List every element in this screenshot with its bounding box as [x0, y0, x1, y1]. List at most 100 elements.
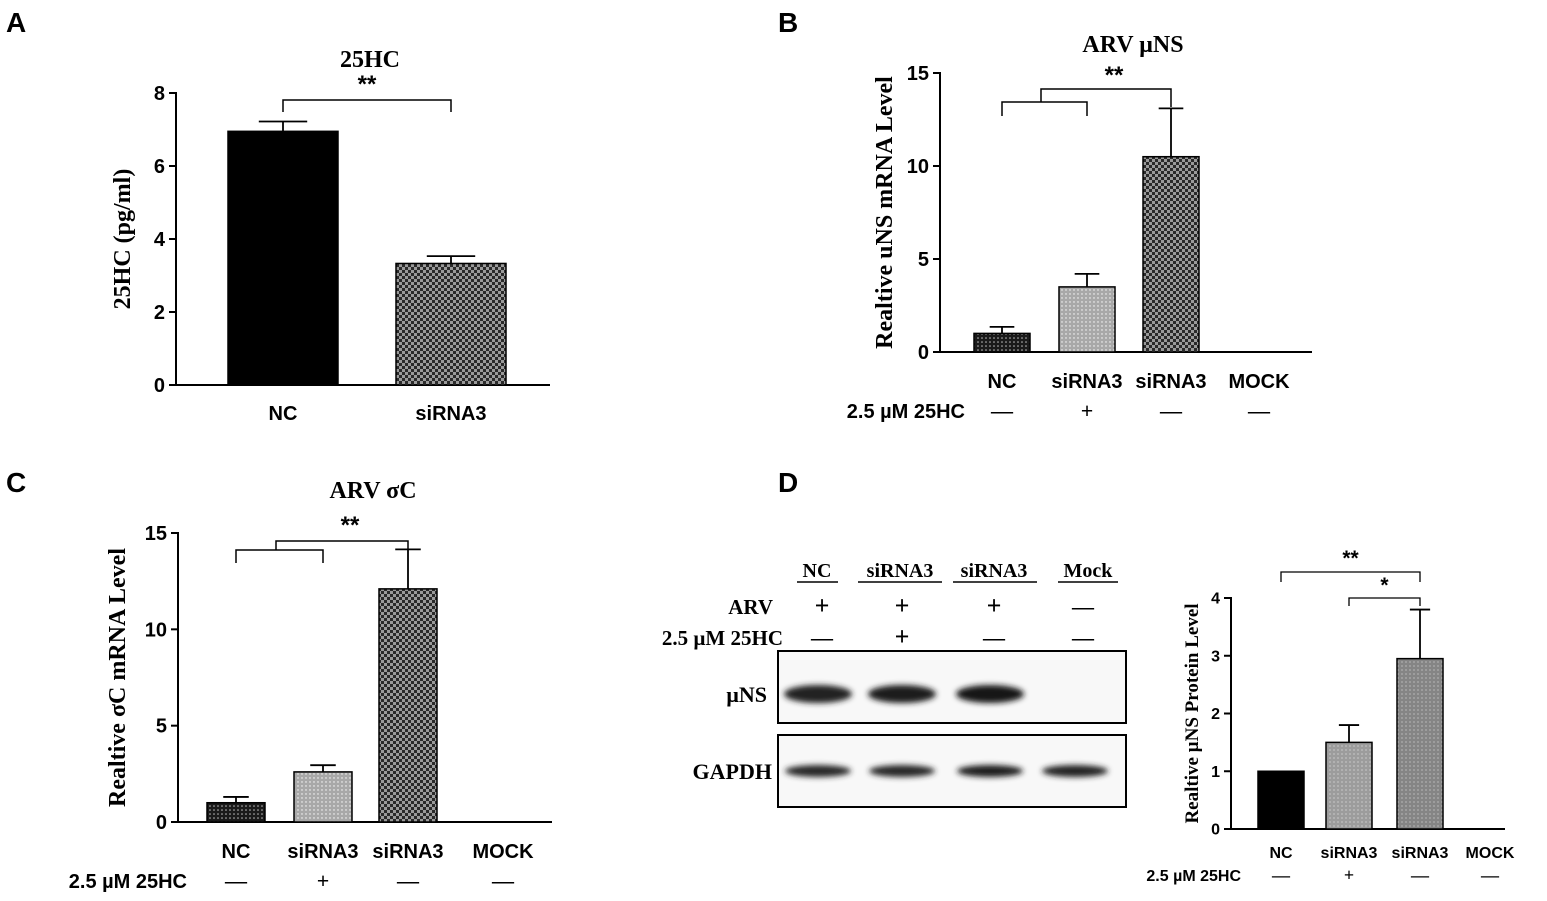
y-tick-label: 0 [154, 375, 165, 397]
significance-marker: ** [341, 512, 360, 539]
y-tick-label: 8 [154, 83, 165, 105]
chart-title: 25HC [340, 47, 400, 73]
y-axis-label: Realtive µNS Protein Level [1182, 603, 1203, 823]
treatment-label: 2.5 µM 25HC [69, 871, 187, 893]
x-category-label: NC [1269, 845, 1293, 862]
blot-25hc-sign: — [982, 625, 1006, 650]
blot-band-label-uns: µNS [726, 682, 767, 707]
blot-col-label: NC [803, 560, 832, 582]
treatment-sign: — [224, 868, 248, 893]
blot-row-label-25hc: 2.5 µM 25HC [662, 626, 783, 650]
significance-bracket-inner [235, 549, 324, 563]
x-category-label: siRNA3 [1135, 371, 1206, 393]
x-category-label: MOCK [1228, 371, 1290, 393]
bar [1058, 286, 1116, 353]
blot-band [957, 765, 1023, 777]
treatment-sign: — [1247, 398, 1271, 423]
treatment-sign: — [1159, 398, 1183, 423]
western-blot: NC siRNA3 siRNA3 Mock ARV 2.5 µM 25HC + … [662, 560, 1127, 808]
y-tick-label: 0 [918, 342, 929, 364]
chart-title: ARV σC [329, 478, 416, 504]
x-category-label: siRNA3 [372, 841, 443, 863]
blot-25hc-sign: — [810, 625, 834, 650]
chart-uns-protein: Realtive µNS Protein Level 0 1 2 3 4 NC — siRNA3… [1146, 547, 1514, 885]
significance-bracket [1348, 597, 1421, 606]
blot-band-label-gapdh: GAPDH [693, 759, 772, 784]
treatment-sign: + [1081, 398, 1094, 423]
bar [1142, 155, 1200, 353]
chart-title: ARV µNS [1082, 32, 1183, 58]
y-tick-label: 4 [1211, 591, 1220, 608]
panel-letter-d: D [778, 467, 798, 498]
bar [378, 588, 438, 823]
blot-25hc-sign: + [895, 622, 910, 651]
blot-25hc-sign: — [1071, 625, 1095, 650]
blot-band [956, 685, 1024, 703]
gapdh-bands [785, 765, 1108, 777]
y-tick-label: 3 [1211, 648, 1220, 665]
x-category-label: siRNA3 [287, 841, 358, 863]
bar [395, 262, 507, 386]
bar [973, 332, 1031, 353]
significance-bracket-inner [1001, 101, 1088, 116]
y-axis-label: 25HC (pg/ml) [110, 169, 136, 310]
bar [206, 801, 266, 823]
significance-bracket-outer [1040, 88, 1172, 107]
treatment-sign: — [1410, 865, 1430, 885]
y-tick-label: 4 [154, 229, 166, 251]
blot-row-label-arv: ARV [728, 595, 773, 619]
treatment-sign: + [317, 868, 330, 893]
x-category-label: siRNA3 [415, 403, 486, 425]
treatment-sign: — [990, 398, 1014, 423]
x-category-label: NC [269, 403, 298, 425]
blot-arv-sign: + [987, 591, 1002, 620]
y-axis-label: Realtive σC mRNA Level [105, 548, 131, 807]
blot-arv-sign: + [815, 591, 830, 620]
significance-marker: ** [1342, 547, 1359, 570]
significance-marker: ** [358, 71, 377, 98]
treatment-sign: — [396, 868, 420, 893]
x-category-label: MOCK [472, 841, 534, 863]
y-tick-label: 5 [156, 716, 167, 738]
chart-25hc: 25HC 25HC (pg/ml) 0 2 4 6 8 NC siRNA3 ** [110, 47, 550, 425]
blot-band [784, 685, 852, 703]
blot-col-label: siRNA3 [961, 560, 1028, 582]
x-category-label: MOCK [1466, 845, 1515, 862]
panel-letter-c: C [6, 467, 26, 498]
y-tick-label: 10 [907, 156, 929, 178]
significance-marker: * [1380, 574, 1389, 597]
y-tick-label: 0 [156, 812, 167, 834]
y-tick-label: 1 [1211, 764, 1220, 781]
bar [1396, 657, 1444, 830]
y-tick-label: 5 [918, 249, 929, 271]
blot-arv-sign: — [1071, 594, 1095, 619]
uns-bands [784, 685, 1024, 703]
panel-letter-a: A [6, 7, 26, 38]
blot-band [785, 765, 851, 777]
treatment-sign: — [1271, 865, 1291, 885]
x-category-label: siRNA3 [1051, 371, 1122, 393]
bar [1325, 741, 1373, 830]
chart-arv-uns: ARV µNS Realtive uNS mRNA Level 0 5 10 15 NC — s… [847, 32, 1312, 423]
panel-letter-b: B [778, 7, 798, 38]
significance-bracket [282, 99, 452, 112]
treatment-sign: — [1480, 865, 1500, 885]
significance-marker: ** [1105, 62, 1124, 89]
chart-arv-sigmac: ARV σC Realtive σC mRNA Level 0 5 10 15 NC — siR… [69, 478, 552, 893]
treatment-label: 2.5 µM 25HC [1146, 868, 1241, 885]
significance-bracket-outer [275, 540, 409, 550]
x-category-label: siRNA3 [1392, 845, 1449, 862]
blot-band [1042, 765, 1108, 777]
y-tick-label: 2 [154, 302, 165, 324]
y-tick-label: 2 [1211, 706, 1220, 723]
blot-col-label: Mock [1064, 560, 1114, 582]
blot-band [868, 685, 936, 703]
bar [293, 771, 353, 823]
blot-col-label: siRNA3 [867, 560, 934, 582]
blot-arv-sign: + [895, 591, 910, 620]
x-category-label: NC [988, 371, 1017, 393]
treatment-label: 2.5 µM 25HC [847, 401, 965, 423]
y-axis-label: Realtive uNS mRNA Level [872, 76, 898, 349]
treatment-sign: + [1344, 865, 1354, 885]
